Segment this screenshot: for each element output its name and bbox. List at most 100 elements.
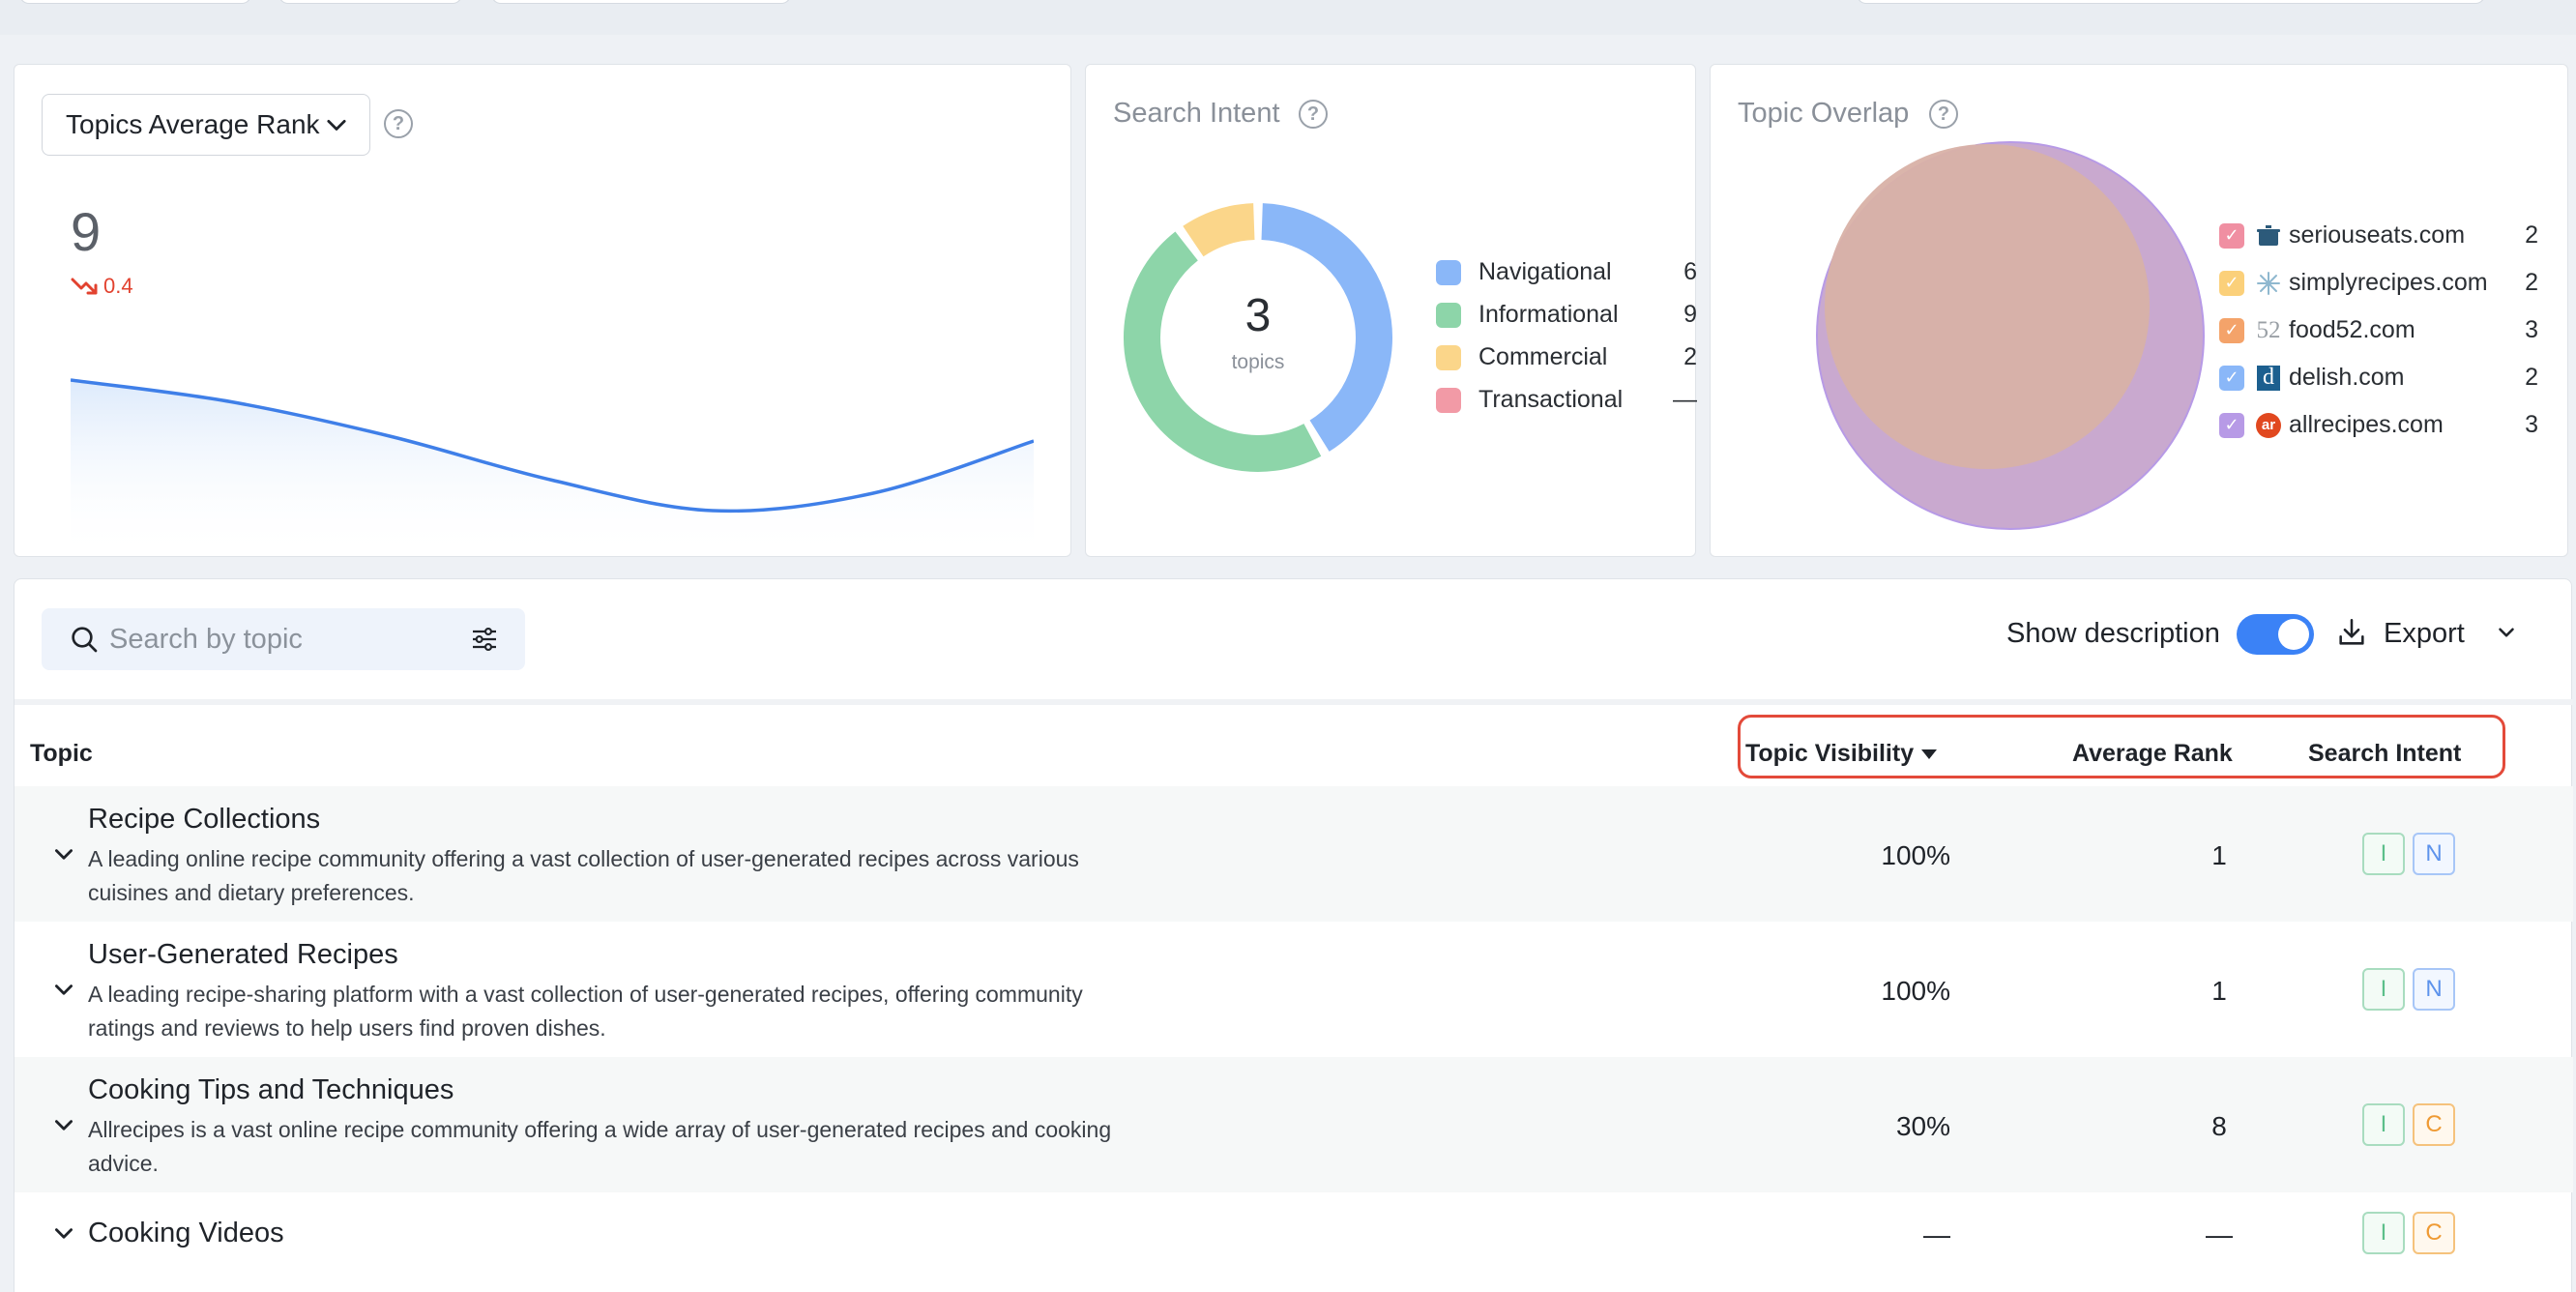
chevron-down-icon[interactable] (51, 842, 76, 867)
site-domain: simplyrecipes.com (2289, 269, 2488, 296)
overlap-circle-seriouseats (1825, 144, 2150, 469)
intent-badge-commercial: C (2413, 1212, 2455, 1254)
average-rank-cell: 8 (2211, 1111, 2227, 1141)
legend-swatch (1436, 387, 1461, 413)
overlap-legend: ✓ seriouseats.com 2 ✓ simplyrecipes.com 2 ✓ 52 f… (2219, 221, 2538, 463)
site-count: 2 (2525, 221, 2538, 249)
topic-title[interactable]: Recipe Collections (88, 804, 321, 835)
donut-segment-commercial[interactable] (1183, 203, 1256, 257)
site-checkbox[interactable]: ✓ (2219, 317, 2244, 343)
intent-badge-informational: I (2362, 968, 2405, 1011)
site-checkbox[interactable]: ✓ (2219, 222, 2244, 249)
highlighted-columns-outline (1738, 715, 2505, 778)
average-rank-cell: — (2206, 1219, 2233, 1249)
chevron-down-icon[interactable] (51, 1113, 76, 1138)
search-placeholder: Search by topic (109, 623, 303, 655)
search-icon (72, 627, 98, 653)
help-icon[interactable]: ? (1929, 100, 1958, 129)
topic-title[interactable]: Cooking Tips and Techniques (88, 1074, 454, 1105)
legend-count: — (1673, 386, 1697, 413)
column-header-intent[interactable]: Search Intent (2308, 740, 2462, 767)
legend-item-transactional[interactable]: Transactional — (1436, 386, 1697, 414)
site-checkbox[interactable]: ✓ (2219, 365, 2244, 391)
topic-description: advice. (88, 1151, 159, 1176)
rank-delta-value: 0.4 (103, 274, 133, 298)
donut-segment-navigational[interactable] (1261, 203, 1392, 452)
legend-item-informational[interactable]: Informational 9 (1436, 301, 1697, 329)
topic-title[interactable]: User-Generated Recipes (88, 939, 398, 970)
chevron-down-icon[interactable] (2494, 620, 2519, 645)
metric-selector-label: Topics Average Rank (66, 109, 320, 139)
intent-badge-informational: I (2362, 1212, 2405, 1254)
download-icon[interactable] (2335, 616, 2368, 649)
site-count: 2 (2525, 269, 2538, 296)
overlap-site-row[interactable]: ✓ 52 food52.com 3 (2219, 316, 2538, 344)
site-domain: seriouseats.com (2289, 221, 2466, 249)
filter-icon[interactable] (469, 624, 500, 655)
legend-item-navigational[interactable]: Navigational 6 (1436, 258, 1697, 286)
topic-description: ratings and reviews to help users find p… (88, 1015, 606, 1041)
average-rank-card: Topics Average Rank ? 9 0.4 (14, 64, 1071, 558)
topic-overlap-title: Topic Overlap (1738, 98, 1910, 129)
topic-description: A leading recipe-sharing platform with a… (88, 982, 1083, 1007)
topic-description: A leading online recipe community offeri… (88, 846, 1079, 871)
chevron-down-icon[interactable] (51, 1221, 76, 1247)
intent-badge-navigational: N (2413, 968, 2455, 1011)
donut-center-label: topics (1231, 351, 1285, 373)
average-rank-cell: 1 (2211, 840, 2227, 870)
average-rank-value: 9 (71, 201, 102, 262)
table-row[interactable]: Cooking Tips and Techniques Allrecipes i… (15, 1057, 2573, 1192)
toolbar-control-stub[interactable] (491, 0, 791, 4)
site-checkbox[interactable]: ✓ (2219, 270, 2244, 296)
intent-donut-chart (1124, 203, 1392, 472)
search-input[interactable]: Search by topic (42, 608, 525, 670)
table-row[interactable]: Cooking Videos — — I C (15, 1192, 2573, 1279)
table-row[interactable]: Recipe Collections A leading online reci… (15, 786, 2573, 922)
legend-count: 6 (1683, 258, 1697, 285)
topic-visibility-value: 100% (1881, 840, 1950, 870)
trend-down-icon (71, 278, 98, 295)
topic-visibility-value: — (1923, 1219, 1950, 1249)
table-row[interactable]: User-Generated Recipes A leading recipe-… (15, 922, 2573, 1057)
ar-logo: ar (2256, 412, 2281, 438)
intent-badge-navigational: N (2413, 833, 2455, 875)
column-header-visibility[interactable]: Topic Visibility (1745, 740, 1939, 768)
site-checkbox[interactable]: ✓ (2219, 412, 2244, 438)
toolbar-control-stub[interactable] (278, 0, 462, 4)
topic-visibility-value: 30% (1895, 1111, 1950, 1141)
site-count: 2 (2525, 364, 2538, 391)
topics-table-card: Search by topic Show description Export … (14, 578, 2573, 1292)
export-button[interactable]: Export (2384, 618, 2465, 649)
legend-swatch (1436, 302, 1461, 328)
site-domain: allrecipes.com (2289, 411, 2444, 438)
sort-desc-icon (1921, 749, 1938, 759)
site-domain: food52.com (2289, 316, 2415, 343)
d-logo: d (2256, 365, 2281, 391)
show-description-label: Show description (2006, 618, 2220, 649)
overlap-site-row[interactable]: ✓ ar allrecipes.com 3 (2219, 411, 2538, 439)
toolbar-control-stub[interactable] (1857, 0, 2485, 4)
help-icon[interactable]: ? (1299, 100, 1328, 129)
intent-legend: Navigational 6 Informational 9 Commercial 2 Tr… (1436, 258, 1697, 432)
overlap-site-row[interactable]: ✓ seriouseats.com 2 (2219, 221, 2538, 250)
topic-title[interactable]: Cooking Videos (88, 1218, 284, 1248)
topic-description: Allrecipes is a vast online recipe commu… (88, 1117, 1112, 1142)
overlap-site-row[interactable]: ✓ simplyrecipes.com 2 (2219, 269, 2538, 297)
donut-segment-informational[interactable] (1124, 231, 1322, 472)
metric-selector[interactable]: Topics Average Rank (42, 94, 370, 156)
overlap-venn-chart (1816, 141, 2205, 530)
column-header-rank[interactable]: Average Rank (2072, 740, 2233, 767)
52-logo: 52 (2256, 316, 2281, 343)
show-description-toggle[interactable] (2237, 614, 2314, 655)
column-header-visibility-label: Topic Visibility (1745, 740, 1915, 767)
intent-badge-commercial: C (2413, 1103, 2455, 1146)
legend-item-commercial[interactable]: Commercial 2 (1436, 343, 1697, 371)
toolbar-control-stub[interactable] (19, 0, 251, 4)
column-header-topic[interactable]: Topic (30, 740, 93, 767)
help-icon[interactable]: ? (384, 109, 413, 138)
donut-center-value: 3 (1244, 290, 1272, 341)
overlap-site-row[interactable]: ✓ d delish.com 2 (2219, 364, 2538, 392)
trend-line (71, 378, 1034, 514)
chevron-down-icon[interactable] (51, 978, 76, 1003)
legend-label: Transactional (1478, 386, 1624, 413)
